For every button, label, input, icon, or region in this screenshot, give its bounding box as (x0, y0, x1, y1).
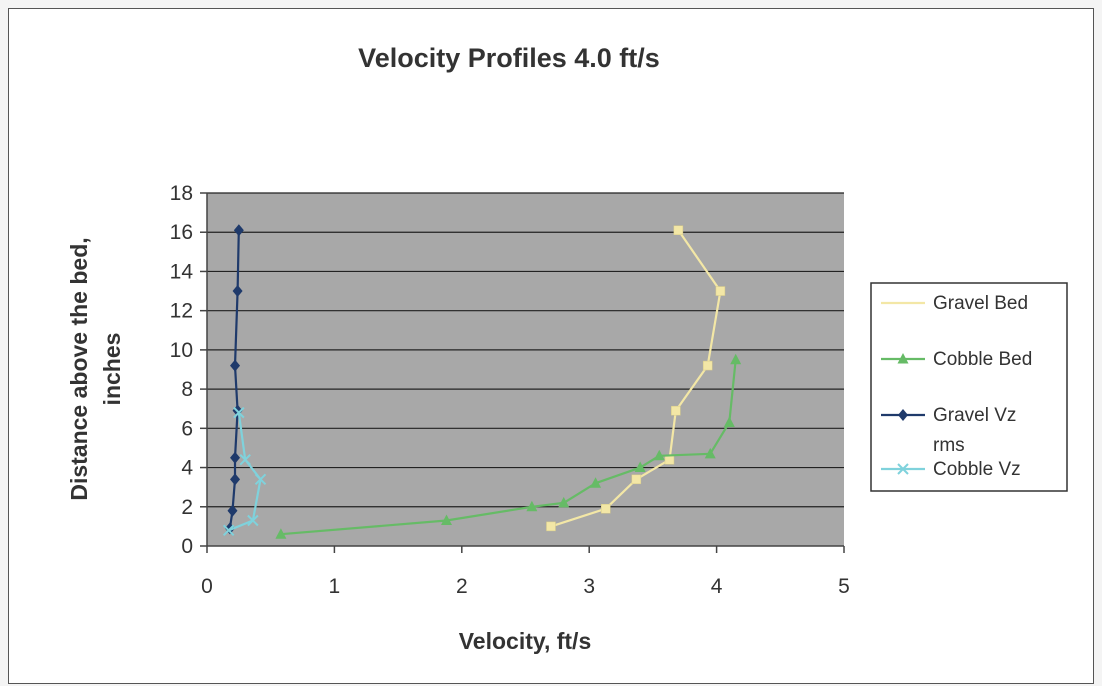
series-line-gravel-bed (550, 229, 722, 528)
data-point-cobble-bed (275, 528, 287, 539)
x-tick-label: 4 (711, 575, 723, 598)
data-point-cobble-vz (247, 514, 259, 527)
y-tick-label: 12 (170, 300, 193, 323)
data-point-cobble-bed (526, 500, 538, 512)
x-tick-label: 3 (583, 575, 595, 598)
data-point-gravel-bed (601, 503, 611, 514)
data-point-gravel-bed (546, 521, 556, 532)
legend-label: Cobble Bed (933, 349, 1032, 370)
plot-area (207, 192, 844, 546)
series-cobble-bed (275, 353, 742, 539)
y-tick-label: 4 (181, 457, 193, 480)
legend-label: rms (933, 435, 965, 456)
x-marker-stroke (222, 524, 235, 537)
data-point-gravel-vz-rms (233, 224, 244, 237)
legend-label: Cobble Vz (933, 459, 1021, 480)
data-point-gravel-bed (702, 360, 713, 371)
data-point-gravel-bed (631, 474, 642, 485)
series-layer (222, 224, 742, 539)
data-point-gravel-bed (673, 225, 684, 236)
legend: Gravel Bed Cobble Bed Gravel Vz rms Cobble V… (870, 282, 1068, 492)
y-tick-label: 8 (181, 378, 193, 401)
x-tick-label: 5 (838, 575, 850, 598)
y-tick-label: 2 (181, 496, 193, 519)
data-point-cobble-bed (590, 477, 602, 488)
x-axis-title: Velocity, ft/s (459, 628, 592, 654)
legend-swatch-marker (897, 353, 909, 364)
velocity-profile-chart: Velocity Profiles 4.0 ft/s 0246810121416… (66, 43, 1068, 654)
data-point-gravel-bed (715, 286, 726, 296)
data-point-gravel-vz-rms (230, 451, 241, 464)
x-marker-stroke (254, 473, 267, 486)
y-tick-label: 14 (170, 260, 194, 283)
x-marker-stroke (897, 463, 909, 475)
x-marker-stroke (247, 514, 259, 527)
y-axis-title: Distance above the bed, inches (66, 237, 125, 500)
data-point-gravel-bed (671, 405, 681, 416)
x-tick-label: 0 (201, 575, 213, 598)
data-point-gravel-vz-rms (230, 359, 241, 372)
legend-box (870, 282, 1068, 492)
x-tick-label: 1 (329, 575, 341, 598)
y-tick-label: 0 (181, 535, 193, 558)
data-point-cobble-bed (441, 514, 453, 526)
legend-label: Gravel Vz (933, 405, 1016, 426)
plot-background (207, 193, 844, 546)
y-axis-title-line: Distance above the bed, (66, 237, 92, 500)
x-marker-stroke (233, 406, 245, 419)
data-point-cobble-vz (222, 524, 235, 537)
data-point-cobble-bed (558, 496, 570, 508)
series-cobble-vz (222, 406, 267, 537)
series-line-cobble-bed (280, 359, 737, 536)
data-point-gravel-vz-rms (232, 285, 243, 298)
data-point-cobble-vz (254, 473, 267, 486)
y-axis-title-line: inches (99, 333, 125, 406)
data-point-gravel-vz-rms (230, 473, 241, 486)
chart-frame: Velocity Profiles 4.0 ft/s 0 2 4 6 8 10 12 14 16… (8, 8, 1094, 684)
y-tick-label: 6 (181, 417, 193, 440)
data-point-cobble-bed (653, 449, 665, 461)
y-tick-label: 16 (170, 221, 193, 244)
series-gravel-bed (546, 225, 726, 532)
data-point-gravel-vz-rms (227, 504, 238, 517)
legend-swatch-marker (898, 409, 908, 421)
data-point-cobble-vz (233, 406, 245, 419)
data-point-cobble-bed (723, 416, 735, 427)
legend-swatch-marker (897, 463, 909, 475)
legend-item-gravel-vz-rms: Gravel Vz rms (881, 405, 1016, 456)
data-point-cobble-vz (239, 454, 251, 466)
chart-title: Velocity Profiles 4.0 ft/s (358, 43, 660, 73)
y-tick-label: 18 (170, 182, 193, 205)
data-point-cobble-bed (730, 353, 742, 365)
data-point-cobble-bed (704, 447, 716, 459)
legend-item-cobble-vz: Cobble Vz (881, 459, 1021, 480)
x-tick-label: 2 (456, 575, 468, 598)
x-marker-stroke (239, 454, 251, 466)
legend-item-gravel-bed: Gravel Bed (881, 293, 1028, 314)
legend-label: Gravel Bed (933, 293, 1028, 314)
legend-item-cobble-bed: Cobble Bed (881, 349, 1032, 370)
data-point-cobble-bed (634, 461, 646, 473)
y-tick-label: 10 (170, 339, 193, 362)
